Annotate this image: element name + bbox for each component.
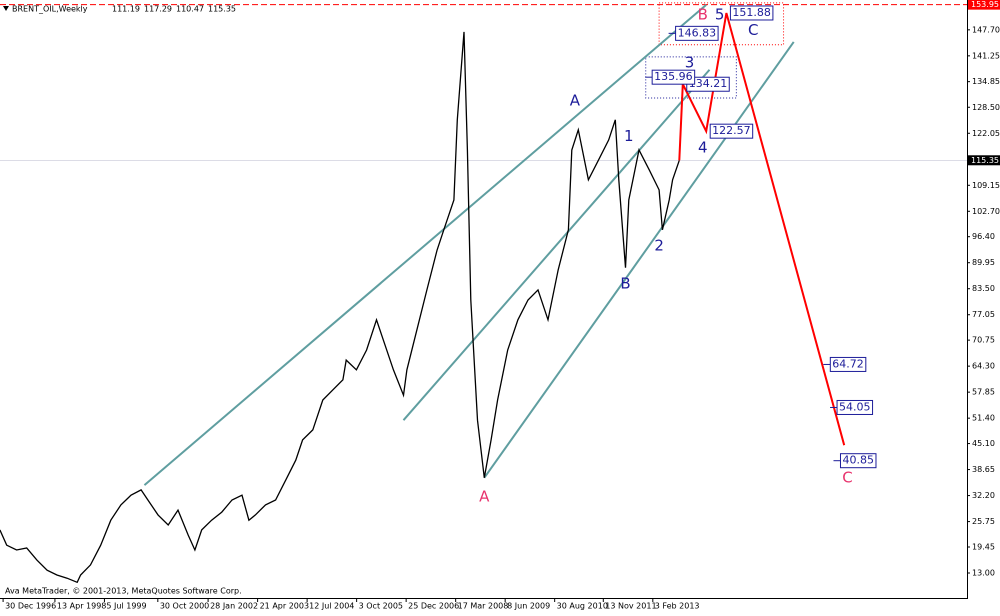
- footer: Ava MetaTrader, © 2001-2013, MetaQuotes …: [5, 587, 242, 596]
- x-tick-label: 13 Nov 2011: [605, 602, 656, 611]
- x-tick-label: 3 Feb 2013: [655, 602, 700, 611]
- level-label: 135.96: [654, 70, 693, 83]
- last-price-bg: [968, 155, 1000, 166]
- level-label: 40.85: [842, 454, 874, 467]
- header-value: 115.35: [208, 5, 236, 14]
- y-tick-label: 134.85: [972, 77, 1000, 86]
- wave-label: A: [479, 487, 490, 505]
- y-tick-label: 109.15: [972, 181, 1000, 190]
- y-tick-label: 102.70: [972, 207, 1000, 216]
- header-value: 111.19: [112, 5, 140, 14]
- x-tick-label: 12 Jul 2004: [309, 602, 354, 611]
- level-label-box: [839, 453, 877, 469]
- y-tick-label: 77.05: [972, 310, 995, 319]
- wave-label: C: [842, 468, 852, 486]
- trendline: [402, 69, 711, 421]
- y-tick-label: 13.00: [972, 568, 995, 577]
- x-tick-label: 13 Apr 1998: [57, 602, 106, 611]
- alert-label: 153.95: [971, 0, 999, 9]
- level-label-box: [675, 25, 719, 41]
- y-tick-label: 70.75: [972, 336, 995, 345]
- x-tick-label: 30 Oct 2000: [160, 602, 209, 611]
- y-tick-label: 45.10: [972, 439, 995, 448]
- last-price-label: 115.35: [971, 156, 999, 165]
- header-value: 110.47: [176, 5, 204, 14]
- wave-label: 5: [715, 5, 725, 23]
- level-label: 146.83: [678, 26, 717, 39]
- projection-label-box: [709, 123, 754, 139]
- y-tick-label: 89.95: [972, 258, 995, 267]
- trendline: [143, 4, 707, 486]
- x-tick-label: 17 Mar 2008: [458, 602, 509, 611]
- wave-label: 1: [624, 127, 634, 145]
- projection-label: 134.21: [689, 77, 728, 90]
- alert-label-bg: [968, 0, 1000, 10]
- y-tick-label: 38.65: [972, 465, 995, 474]
- wave-label: C: [748, 21, 758, 39]
- header-value: 117.29: [144, 5, 172, 14]
- y-tick-label: 57.85: [972, 388, 995, 397]
- x-tick-label: 25 Dec 2006: [408, 602, 459, 611]
- y-tick-label: 25.75: [972, 517, 995, 526]
- level-label-box: [829, 356, 867, 372]
- wave-label: 2: [654, 236, 664, 254]
- header-marker: [3, 6, 9, 11]
- x-tick-label: 5 Jul 1999: [106, 602, 146, 611]
- projection-label: 151.88: [732, 6, 771, 19]
- y-tick-label: 19.45: [972, 542, 995, 551]
- projection-line: [678, 12, 846, 446]
- wave-label: B: [620, 274, 630, 292]
- x-tick-label: 3 Oct 2005: [359, 602, 403, 611]
- y-tick-label: 141.25: [972, 51, 1000, 60]
- zone: [645, 56, 737, 99]
- chart-title: BRENT_OIL,Weekly: [12, 5, 88, 14]
- y-tick-label: 147.70: [972, 25, 1000, 34]
- x-tick-label: 30 Dec 1996: [5, 602, 56, 611]
- projection-label: 122.57: [712, 124, 751, 137]
- level-label: 54.05: [839, 400, 871, 413]
- wave-label: 4: [698, 138, 708, 156]
- level-label: 64.72: [832, 357, 864, 370]
- price-line: [0, 31, 680, 584]
- level-label-box: [651, 69, 696, 85]
- x-tick-label: 8 Jun 2009: [507, 602, 550, 611]
- wave-label: B: [698, 5, 708, 23]
- wave-label: A: [570, 91, 581, 109]
- y-tick-label: 32.20: [972, 491, 995, 500]
- y-tick-label: 64.30: [972, 362, 995, 371]
- y-tick-label: 51.40: [972, 414, 995, 423]
- projection-label-box: [729, 5, 774, 21]
- y-tick-label: 128.50: [972, 103, 1000, 112]
- wave-label: 3: [685, 53, 695, 71]
- y-tick-label: 96.40: [972, 232, 995, 241]
- trendline: [483, 41, 795, 479]
- y-tick-label: 122.05: [972, 129, 1000, 138]
- x-tick-label: 30 Aug 2010: [557, 602, 608, 611]
- x-tick-label: 21 Apr 2003: [260, 602, 309, 611]
- level-label-box: [836, 399, 874, 415]
- x-tick-label: 28 Jan 2002: [210, 602, 258, 611]
- y-tick-label: 83.50: [972, 284, 995, 293]
